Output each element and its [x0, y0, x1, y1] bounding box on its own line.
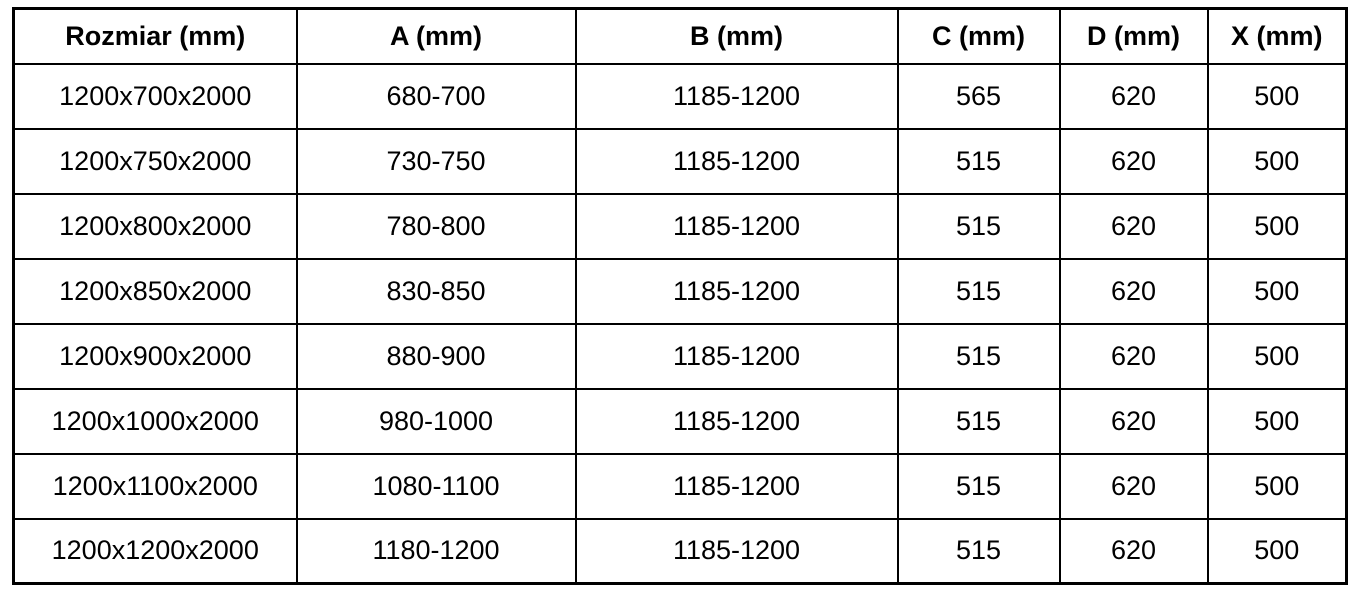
table-cell: 1185-1200 [574, 127, 899, 195]
table-cell: 1200x900x2000 [12, 322, 298, 390]
table-cell: 515 [896, 387, 1061, 455]
table-cell: 880-900 [295, 322, 577, 390]
table-cell: 500 [1206, 517, 1348, 585]
table-row: 1200x750x2000 730-750 1185-1200 515 620 500 [12, 127, 1348, 195]
column-header-b: B (mm) [574, 7, 899, 65]
table-cell: 1200x1000x2000 [12, 387, 298, 455]
column-header-rozmiar: Rozmiar (mm) [12, 7, 298, 65]
column-header-d: D (mm) [1058, 7, 1209, 65]
table-header-row: Rozmiar (mm) A (mm) B (mm) C (mm) D (mm)… [12, 7, 1348, 65]
table-cell: 620 [1058, 62, 1209, 130]
table-cell: 620 [1058, 387, 1209, 455]
table-cell: 1200x850x2000 [12, 257, 298, 325]
table-cell: 620 [1058, 452, 1209, 520]
table-cell: 1180-1200 [295, 517, 577, 585]
table-cell: 980-1000 [295, 387, 577, 455]
table-cell: 620 [1058, 257, 1209, 325]
table-cell: 565 [896, 62, 1061, 130]
column-header-x: X (mm) [1206, 7, 1348, 65]
table-row: 1200x1100x2000 1080-1100 1185-1200 515 620 50… [12, 452, 1348, 520]
table-cell: 680-700 [295, 62, 577, 130]
table-cell: 1185-1200 [574, 517, 899, 585]
table-cell: 780-800 [295, 192, 577, 260]
table-cell: 1185-1200 [574, 452, 899, 520]
table-cell: 1200x800x2000 [12, 192, 298, 260]
size-spec-table: Rozmiar (mm) A (mm) B (mm) C (mm) D (mm)… [12, 7, 1348, 585]
table-cell: 620 [1058, 192, 1209, 260]
table-cell: 620 [1058, 517, 1209, 585]
table-body: 1200x700x2000 680-700 1185-1200 565 620 500 12… [12, 62, 1348, 585]
table-row: 1200x700x2000 680-700 1185-1200 565 620 500 [12, 62, 1348, 130]
table-cell: 1185-1200 [574, 192, 899, 260]
table-cell: 1185-1200 [574, 387, 899, 455]
table-cell: 1185-1200 [574, 62, 899, 130]
table-cell: 1185-1200 [574, 257, 899, 325]
table-cell: 500 [1206, 257, 1348, 325]
table-cell: 1200x1100x2000 [12, 452, 298, 520]
table-cell: 1200x1200x2000 [12, 517, 298, 585]
table-row: 1200x1000x2000 980-1000 1185-1200 515 620 500 [12, 387, 1348, 455]
table-cell: 500 [1206, 322, 1348, 390]
table-row: 1200x1200x2000 1180-1200 1185-1200 515 620 50… [12, 517, 1348, 585]
table-cell: 500 [1206, 62, 1348, 130]
table-cell: 515 [896, 192, 1061, 260]
table-cell: 620 [1058, 322, 1209, 390]
table-cell: 515 [896, 257, 1061, 325]
table-header: Rozmiar (mm) A (mm) B (mm) C (mm) D (mm)… [12, 7, 1348, 65]
table-cell: 1200x700x2000 [12, 62, 298, 130]
table-cell: 515 [896, 127, 1061, 195]
table-cell: 500 [1206, 387, 1348, 455]
column-header-c: C (mm) [896, 7, 1061, 65]
table-cell: 620 [1058, 127, 1209, 195]
table-cell: 1185-1200 [574, 322, 899, 390]
table-cell: 515 [896, 517, 1061, 585]
table-cell: 1080-1100 [295, 452, 577, 520]
table-row: 1200x800x2000 780-800 1185-1200 515 620 500 [12, 192, 1348, 260]
column-header-a: A (mm) [295, 7, 577, 65]
table-cell: 500 [1206, 192, 1348, 260]
table-cell: 830-850 [295, 257, 577, 325]
table-cell: 515 [896, 452, 1061, 520]
table-cell: 730-750 [295, 127, 577, 195]
table-cell: 1200x750x2000 [12, 127, 298, 195]
table-row: 1200x900x2000 880-900 1185-1200 515 620 500 [12, 322, 1348, 390]
table-cell: 500 [1206, 452, 1348, 520]
table-cell: 500 [1206, 127, 1348, 195]
table-cell: 515 [896, 322, 1061, 390]
table-row: 1200x850x2000 830-850 1185-1200 515 620 500 [12, 257, 1348, 325]
